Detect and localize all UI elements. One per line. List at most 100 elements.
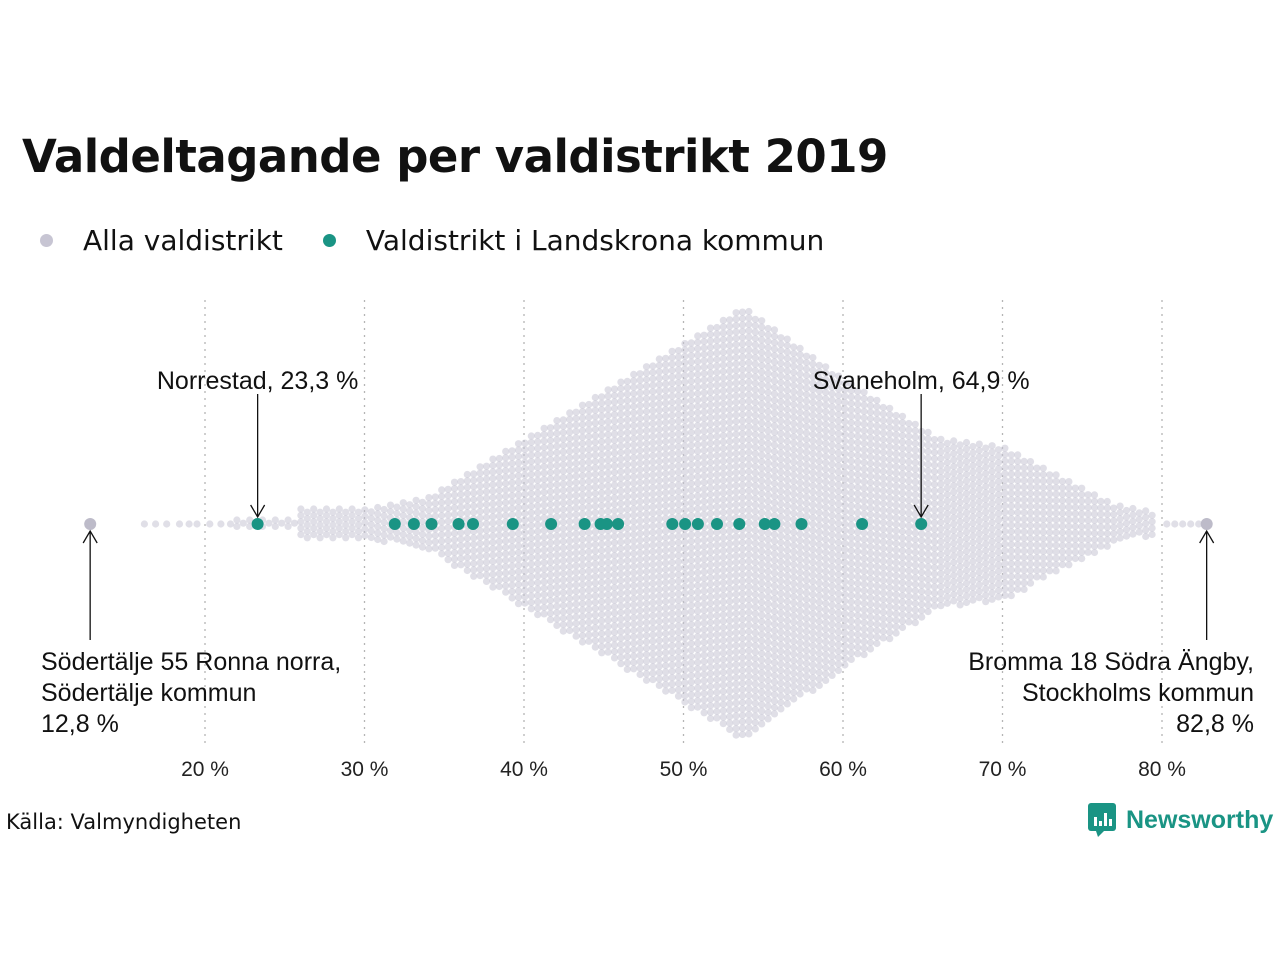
district-point — [751, 546, 759, 554]
brand-logo[interactable]: Newsworthy — [1088, 803, 1273, 837]
district-point — [502, 543, 510, 552]
district-point — [674, 366, 683, 374]
district-point — [943, 529, 951, 537]
district-point — [502, 550, 510, 558]
district-point — [566, 575, 574, 583]
district-point — [687, 499, 695, 507]
district-point — [866, 498, 875, 506]
district-point — [815, 585, 823, 594]
district-point — [604, 584, 612, 592]
district-point — [956, 511, 964, 519]
district-point — [879, 512, 887, 520]
district-point — [796, 684, 804, 692]
district-point — [316, 527, 324, 536]
district-point — [502, 531, 510, 539]
district-point — [649, 605, 657, 613]
district-point — [1103, 529, 1111, 538]
district-point — [822, 523, 830, 531]
district-point — [886, 462, 894, 470]
district-point — [700, 542, 708, 551]
district-point — [732, 731, 740, 739]
district-point — [1033, 560, 1041, 568]
district-point — [751, 418, 759, 426]
district-point — [687, 531, 695, 539]
district-point — [566, 601, 574, 609]
district-point — [655, 541, 663, 549]
district-point — [636, 536, 644, 544]
district-point — [585, 464, 593, 473]
district-point — [738, 308, 747, 316]
district-point — [674, 436, 683, 444]
district-point — [540, 450, 548, 458]
district-point — [489, 500, 497, 508]
district-point — [809, 539, 817, 547]
district-point — [719, 368, 727, 376]
district-point — [898, 438, 907, 446]
district-point — [732, 385, 740, 394]
district-point — [815, 496, 823, 504]
district-point — [655, 400, 663, 408]
district-point — [783, 476, 791, 484]
district-point — [809, 450, 817, 458]
district-point — [713, 381, 721, 389]
district-point — [572, 607, 580, 615]
district-point — [777, 532, 785, 540]
district-point — [738, 698, 747, 707]
district-point — [636, 658, 644, 666]
district-point — [828, 511, 836, 519]
district-point — [866, 491, 875, 499]
district-point — [374, 535, 382, 544]
district-point — [604, 539, 612, 548]
x-tick-label: 20 % — [181, 758, 229, 781]
district-point — [777, 602, 785, 611]
district-point — [866, 395, 875, 403]
district-point — [719, 547, 727, 555]
district-point — [834, 494, 843, 502]
district-point — [726, 681, 734, 689]
district-point — [713, 560, 721, 568]
district-point — [937, 576, 945, 584]
district-point — [898, 502, 907, 510]
district-point — [783, 399, 791, 407]
district-point — [706, 548, 715, 556]
district-point — [726, 629, 734, 638]
district-point — [969, 545, 977, 553]
district-point — [847, 399, 855, 407]
district-point — [815, 534, 823, 542]
district-point — [1001, 489, 1009, 497]
district-point — [758, 624, 766, 632]
district-point — [489, 577, 497, 585]
district-point — [540, 431, 548, 439]
district-point — [604, 565, 612, 573]
district-point — [623, 384, 631, 392]
district-point — [1001, 515, 1009, 523]
district-point — [604, 591, 612, 599]
district-point — [572, 600, 580, 608]
district-point — [246, 522, 254, 531]
district-point — [892, 610, 900, 618]
district-point — [674, 660, 683, 668]
district-point — [700, 331, 708, 339]
district-point — [975, 485, 983, 493]
district-point — [668, 533, 676, 541]
district-point — [828, 550, 836, 558]
district-point — [706, 561, 715, 569]
district-point — [310, 531, 318, 539]
district-point — [719, 457, 727, 465]
district-point — [566, 505, 574, 513]
district-point — [1090, 510, 1099, 518]
district-point — [777, 410, 785, 419]
district-point — [770, 428, 779, 436]
district-point — [572, 530, 580, 538]
district-point — [521, 509, 529, 518]
district-point — [738, 391, 747, 399]
district-point — [630, 422, 638, 430]
district-point — [1033, 490, 1041, 498]
district-point — [777, 442, 785, 451]
district-point — [777, 673, 785, 681]
district-point — [956, 441, 964, 449]
district-point — [745, 378, 753, 386]
district-point — [642, 574, 651, 582]
district-point — [847, 630, 855, 638]
district-point — [649, 612, 657, 620]
